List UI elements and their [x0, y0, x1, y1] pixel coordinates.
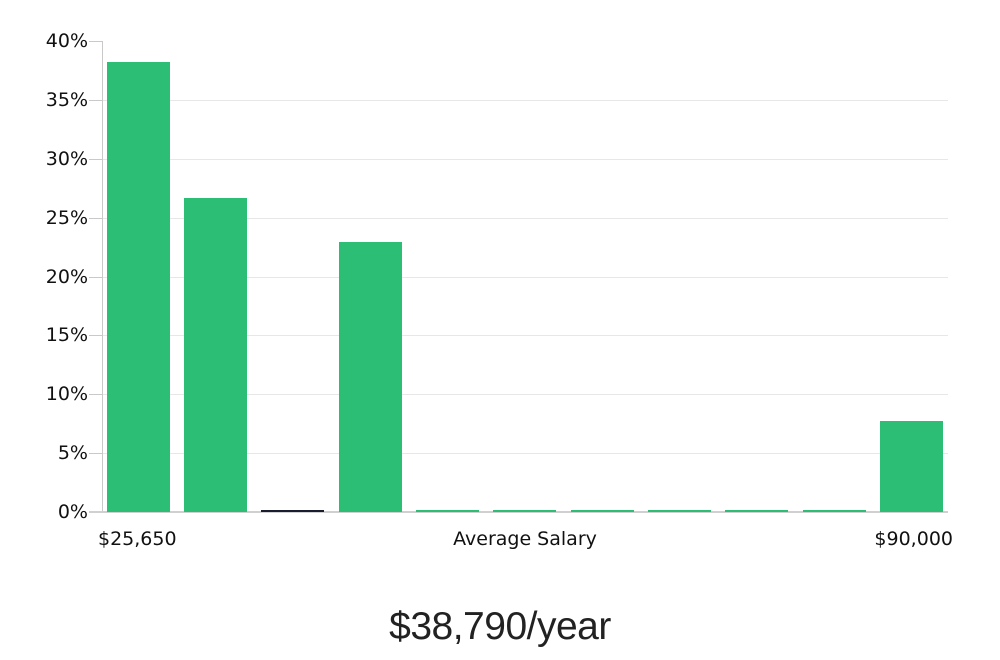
bar-9 [725, 510, 788, 512]
y-axis-tick-label: 0% [57, 501, 88, 523]
y-axis-tick-10pct [89, 394, 102, 395]
bar-1 [107, 62, 170, 512]
y-axis-tick-label: 25% [45, 207, 88, 229]
gridline-10pct [102, 394, 948, 395]
gridline-35pct [102, 100, 948, 101]
chart-title-salary-per-year: $38,790/year [389, 605, 611, 648]
bar-8 [648, 510, 711, 512]
gridline-5pct [102, 453, 948, 454]
y-axis-tick-35pct [89, 100, 102, 101]
gridline-30pct [102, 159, 948, 160]
bar-11 [880, 421, 943, 512]
y-axis-tick-40pct [89, 41, 102, 42]
gridline-15pct [102, 335, 948, 336]
y-axis-tick-label: 15% [45, 324, 88, 346]
bar-10 [803, 510, 866, 512]
y-axis-tick-label: 35% [45, 89, 88, 111]
y-axis-tick-5pct [89, 453, 102, 454]
bar-4 [339, 242, 402, 512]
bar-5 [416, 510, 479, 512]
y-axis-tick-label: 10% [45, 383, 88, 405]
y-axis-tick-20pct [89, 277, 102, 278]
y-axis-tick-label: 30% [45, 148, 88, 170]
y-axis-tick-30pct [89, 159, 102, 160]
y-axis-tick-15pct [89, 335, 102, 336]
x-axis-label-average-salary: Average Salary [453, 528, 597, 550]
bar-3 [261, 510, 324, 512]
bar-6 [493, 510, 556, 512]
y-axis-tick-label: 20% [45, 266, 88, 288]
x-axis-label-min-salary: $25,650 [98, 528, 177, 550]
gridline-20pct [102, 277, 948, 278]
y-axis-tick-25pct [89, 218, 102, 219]
x-axis-line [89, 511, 948, 513]
y-axis-line [102, 41, 103, 513]
gridline-25pct [102, 218, 948, 219]
bar-7 [571, 510, 634, 512]
x-axis-label-max-salary: $90,000 [874, 528, 953, 550]
bar-2 [184, 198, 247, 512]
y-axis-tick-label: 40% [45, 30, 88, 52]
y-axis-tick-label: 5% [57, 442, 88, 464]
